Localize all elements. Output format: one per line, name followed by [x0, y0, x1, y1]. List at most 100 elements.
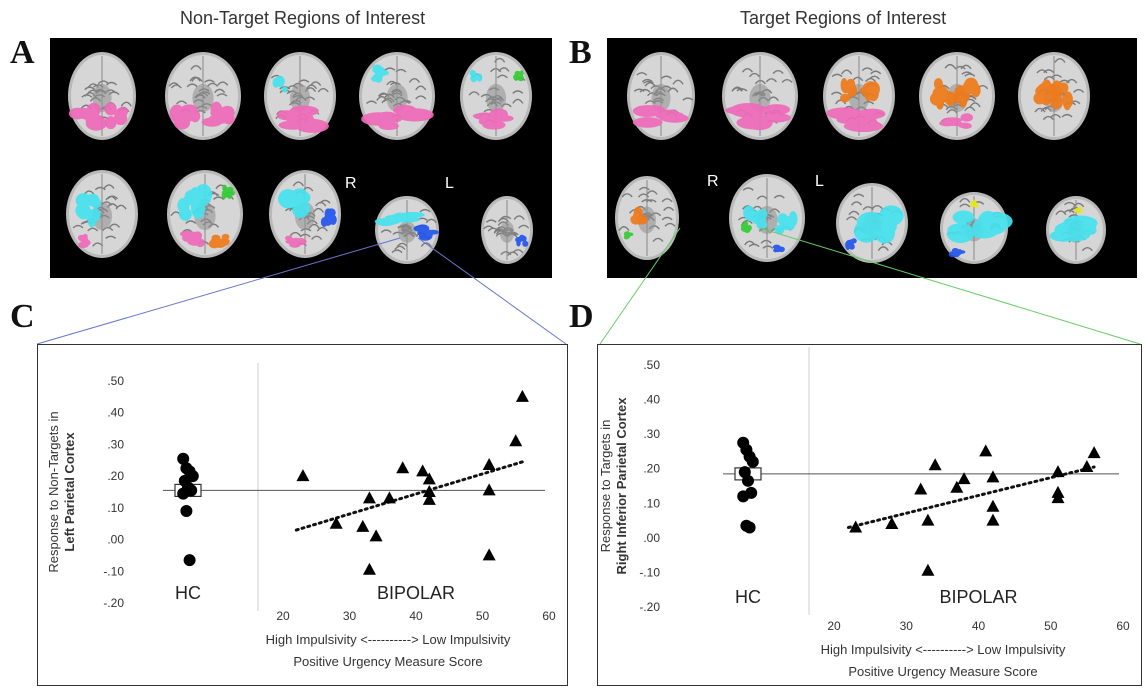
- hc-data-point: [747, 456, 759, 468]
- y-tick-label: .30: [643, 427, 660, 441]
- brain-slices-non-target: R L: [50, 38, 552, 278]
- brain-slice: [729, 174, 805, 262]
- chart-c-plot: .50 .40 .30 .20 .10 .00 -.10 -.20 Response to No…: [38, 345, 567, 685]
- brain-slice: [68, 52, 136, 140]
- hc-data-point: [180, 505, 192, 517]
- y-tick-label: .00: [643, 531, 660, 545]
- bipolar-data-point: [921, 514, 934, 526]
- brain-slice: [481, 196, 533, 264]
- bipolar-data-point: [363, 491, 376, 503]
- hc-data-point: [744, 521, 756, 533]
- bipolar-data-point: [370, 529, 383, 541]
- hc-group-label: HC: [175, 583, 201, 603]
- y-axis-label: Response to Non-Targets inLeft Parietal …: [46, 411, 77, 572]
- x-tick-label: 60: [1116, 619, 1130, 633]
- brain-panel-target: R L: [607, 38, 1137, 278]
- panel-a-letter: A: [10, 34, 35, 72]
- orientation-left-label: L: [815, 173, 824, 190]
- y-tick-label: .10: [643, 496, 660, 510]
- x-axis-label-line2: Positive Urgency Measure Score: [293, 654, 482, 669]
- chart-c: .50 .40 .30 .20 .10 .00 -.10 -.20 Response to No…: [37, 344, 568, 686]
- x-tick-label: 30: [900, 619, 914, 633]
- brain-slice: [269, 170, 341, 258]
- brain-slice: [940, 192, 1013, 264]
- y-tick-label: -.10: [639, 565, 660, 579]
- brain-slice: [359, 52, 435, 140]
- brain-slice: [167, 170, 243, 258]
- orientation-right-label: R: [345, 175, 357, 192]
- hc-data-point: [177, 488, 189, 500]
- panel-a-title: Non-Target Regions of Interest: [180, 8, 425, 29]
- x-axis-label-line1: High Impulsivity <----------> Low Impuls…: [266, 632, 511, 647]
- y-tick-label: .40: [643, 393, 660, 407]
- bipolar-data-point: [979, 444, 992, 456]
- bipolar-group-label: BIPOLAR: [939, 587, 1017, 607]
- hc-group-label: HC: [735, 587, 761, 607]
- x-tick-label: 60: [542, 609, 556, 623]
- x-tick-label: 30: [343, 609, 357, 623]
- brain-slice: [615, 176, 679, 260]
- y-tick-label: -.20: [639, 600, 660, 614]
- brain-slice: [165, 52, 241, 140]
- y-tick-label: .40: [107, 406, 124, 420]
- brain-slice: [264, 52, 336, 140]
- bipolar-data-point: [383, 491, 396, 503]
- bipolar-data-point: [483, 548, 496, 560]
- bipolar-data-point: [483, 458, 496, 470]
- bipolar-data-point: [914, 482, 927, 494]
- brain-slice: [919, 52, 995, 140]
- y-tick-label: .20: [107, 469, 124, 483]
- y-tick-label: .10: [107, 501, 124, 515]
- panel-b-title: Target Regions of Interest: [740, 8, 946, 29]
- bipolar-data-point: [363, 563, 376, 575]
- bipolar-data-point: [1088, 446, 1101, 458]
- x-tick-label: 20: [827, 619, 841, 633]
- brain-slice: [836, 183, 908, 263]
- y-tick-label: .50: [107, 374, 124, 388]
- bipolar-data-point: [509, 434, 522, 446]
- x-tick-label: 40: [409, 609, 423, 623]
- y-tick-label: -.10: [103, 564, 124, 578]
- x-tick-label: 50: [1044, 619, 1058, 633]
- brain-slice: [1046, 196, 1106, 264]
- bipolar-data-point: [483, 483, 496, 495]
- hc-data-point: [737, 490, 749, 502]
- brain-slice: [627, 52, 695, 140]
- trend-line: [296, 462, 522, 530]
- bipolar-data-point: [921, 564, 934, 576]
- bipolar-data-point: [986, 514, 999, 526]
- x-axis-label-line1: High Impulsivity <----------> Low Impuls…: [821, 642, 1066, 657]
- brain-slice: [722, 52, 798, 140]
- x-tick-label: 50: [476, 609, 490, 623]
- orientation-left-label: L: [445, 175, 454, 192]
- bipolar-group-label: BIPOLAR: [377, 583, 455, 603]
- bipolar-data-point: [885, 517, 898, 529]
- panel-b-letter: B: [569, 34, 592, 72]
- brain-panel-non-target: R L: [50, 38, 552, 278]
- brain-slice: [66, 170, 138, 258]
- brain-slice: [375, 196, 439, 264]
- y-tick-label: .30: [107, 437, 124, 451]
- panel-d-letter: D: [569, 298, 594, 336]
- y-tick-label: .00: [107, 533, 124, 547]
- orientation-right-label: R: [707, 173, 719, 190]
- x-tick-label: 20: [276, 609, 290, 623]
- bipolar-data-point: [356, 520, 369, 532]
- brain-slice: [460, 52, 532, 140]
- y-axis-label: Response to Targets inRight Inferior Par…: [598, 397, 629, 575]
- panel-c-letter: C: [10, 298, 35, 336]
- bipolar-data-point: [986, 470, 999, 482]
- y-tick-label: -.20: [103, 596, 124, 610]
- bipolar-data-point: [396, 461, 409, 473]
- bipolar-data-point: [1051, 465, 1064, 477]
- bipolar-data-point: [986, 500, 999, 512]
- y-tick-label: .50: [643, 358, 660, 372]
- bipolar-data-point: [416, 464, 429, 476]
- bipolar-data-point: [296, 469, 309, 481]
- hc-data-point: [742, 475, 754, 487]
- bipolar-data-point: [1080, 460, 1093, 472]
- bipolar-data-point: [516, 390, 529, 402]
- x-tick-label: 40: [972, 619, 986, 633]
- brain-slice: [1018, 52, 1090, 140]
- x-axis-label-line2: Positive Urgency Measure Score: [848, 664, 1037, 679]
